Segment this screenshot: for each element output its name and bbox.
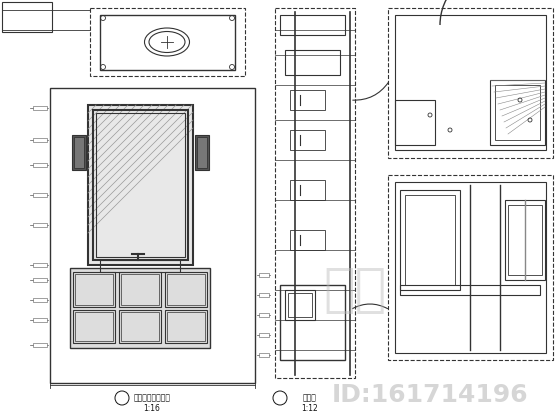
Bar — [70, 268, 210, 348]
Bar — [395, 182, 546, 353]
Bar — [90, 8, 245, 76]
Bar — [290, 230, 325, 250]
Bar — [165, 272, 207, 307]
Bar — [197, 137, 207, 168]
Bar — [290, 130, 325, 150]
Bar — [259, 313, 269, 317]
Bar — [33, 106, 47, 110]
Bar — [395, 100, 435, 145]
Bar — [2, 2, 52, 32]
Bar — [119, 310, 161, 343]
Bar — [50, 88, 255, 383]
Bar — [288, 293, 312, 317]
Bar — [388, 8, 553, 158]
Bar — [33, 263, 47, 267]
Bar — [96, 113, 185, 257]
Bar — [33, 278, 47, 282]
Bar — [388, 175, 553, 360]
Bar — [395, 15, 546, 150]
Bar — [259, 353, 269, 357]
Bar — [72, 135, 86, 170]
Bar — [400, 190, 460, 290]
Bar — [33, 298, 47, 302]
Bar — [280, 285, 345, 360]
Text: 1:12: 1:12 — [302, 404, 319, 412]
Bar — [88, 105, 193, 265]
Bar — [121, 312, 159, 341]
Bar — [495, 85, 540, 140]
Bar — [100, 260, 180, 272]
Bar — [490, 80, 545, 145]
Bar — [505, 200, 545, 280]
Bar — [121, 274, 159, 305]
Bar — [93, 110, 188, 260]
Text: 知己: 知己 — [323, 264, 386, 316]
Bar — [405, 195, 455, 285]
Bar — [73, 272, 115, 307]
Bar — [165, 310, 207, 343]
Bar — [75, 312, 113, 341]
Bar — [167, 312, 205, 341]
Bar — [33, 223, 47, 227]
Bar — [195, 135, 209, 170]
Bar — [100, 15, 235, 70]
Bar — [290, 90, 325, 110]
Bar — [33, 163, 47, 167]
Bar — [285, 50, 340, 75]
Bar — [259, 273, 269, 277]
Bar — [508, 205, 542, 275]
Bar — [259, 293, 269, 297]
Bar — [74, 137, 84, 168]
Bar — [119, 272, 161, 307]
Bar — [33, 343, 47, 347]
Bar — [275, 8, 355, 378]
Text: 1:16: 1:16 — [143, 404, 160, 412]
Bar — [280, 15, 345, 35]
Text: 卧室卫生间立面图: 卧室卫生间立面图 — [133, 394, 170, 402]
Text: ID:161714196: ID:161714196 — [332, 383, 528, 407]
Bar — [33, 193, 47, 197]
Bar — [290, 180, 325, 200]
Bar — [167, 274, 205, 305]
Bar — [33, 138, 47, 142]
Bar — [400, 285, 540, 295]
Bar — [285, 290, 315, 320]
Bar — [73, 310, 115, 343]
Text: 节点图: 节点图 — [303, 394, 317, 402]
Bar — [259, 333, 269, 337]
Bar — [75, 274, 113, 305]
Bar — [33, 318, 47, 322]
